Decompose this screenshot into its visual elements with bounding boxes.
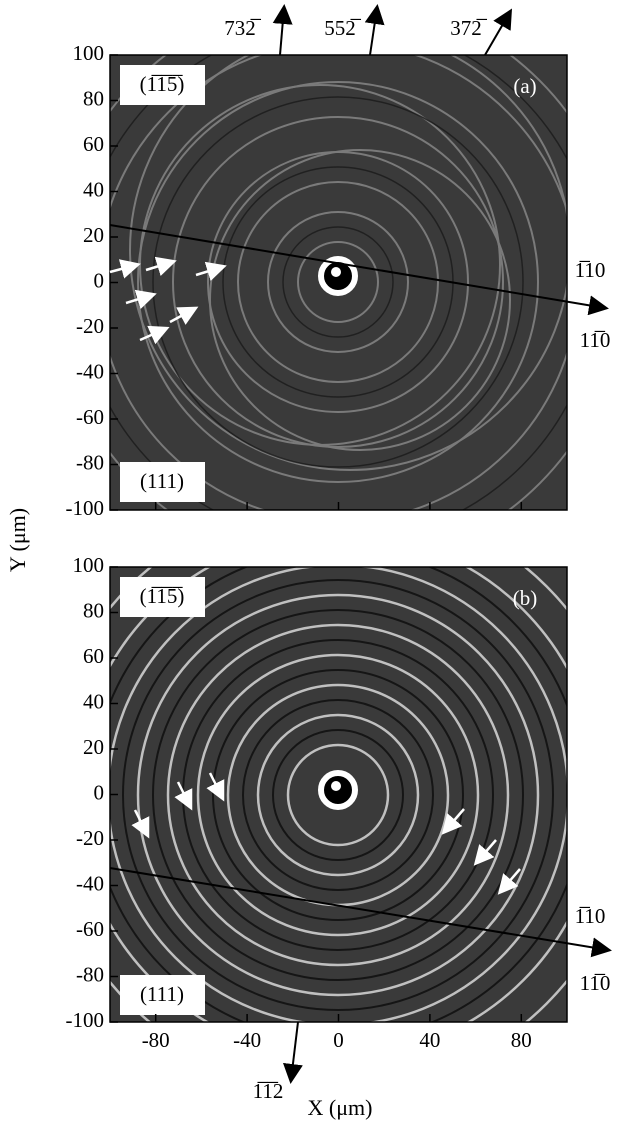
direction-label: 552̅ [324,16,362,40]
white-arrows-a [109,256,227,345]
y-tick-label: 60 [83,132,104,156]
bottom-arrow [282,1021,303,1084]
face-box [120,65,205,105]
y-tick-label: 80 [83,598,104,622]
y-tick-label: -100 [66,496,105,520]
x-tick-label: 80 [511,1028,532,1052]
direction-label: 1̅10 [575,258,606,282]
face-label: (111) [140,982,184,1006]
y-tick-label: 20 [83,735,104,759]
direction-label: 11̅0 [580,971,611,995]
y-tick-label: 80 [83,86,104,110]
face-box [120,975,205,1015]
y-axis-label: Y (μm) [5,508,30,572]
face-box [120,577,205,617]
direction-label: 1̅1̅2 [253,1079,284,1103]
y-tick-label: -20 [76,314,104,338]
y-tick-label: -60 [76,405,104,429]
top-arrows [272,4,513,56]
y-tick-label: -60 [76,917,104,941]
y-tick-label: -40 [76,871,104,895]
face-label: (1̅1̅5̅) [140,72,185,96]
y-tick-label: -100 [66,1008,105,1032]
y-tick-label: 40 [83,177,104,201]
y-tick-label: -40 [76,359,104,383]
y-tick-label: 0 [94,268,105,292]
direction-label: 732̅ [224,16,262,40]
direction-label: 372̅ [450,16,488,40]
y-tick-label: -80 [76,450,104,474]
x-tick-label: 40 [419,1028,440,1052]
panel-label: (b) [513,586,538,610]
white-arrows-b [131,772,521,895]
y-tick-label: 40 [83,689,104,713]
x-tick-label: 0 [333,1028,344,1052]
direction-line-b [109,867,612,958]
x-tick-label: -40 [233,1028,261,1052]
x-axis-label: X (μm) [308,1095,373,1120]
direction-line-a [109,224,609,316]
face-label: (1̅1̅5̅) [140,584,185,608]
y-tick-label: 100 [73,553,105,577]
face-box [120,462,205,502]
y-tick-label: 20 [83,223,104,247]
y-tick-label: 0 [94,780,105,804]
y-tick-label: 100 [73,41,105,65]
y-tick-label: -80 [76,962,104,986]
panel-label: (a) [513,74,536,98]
x-tick-label: -80 [142,1028,170,1052]
direction-label: 1̅10 [575,904,606,928]
face-label: (111) [140,469,184,493]
y-tick-label: 60 [83,644,104,668]
direction-label: 11̅0 [580,328,611,352]
y-tick-label: -20 [76,826,104,850]
